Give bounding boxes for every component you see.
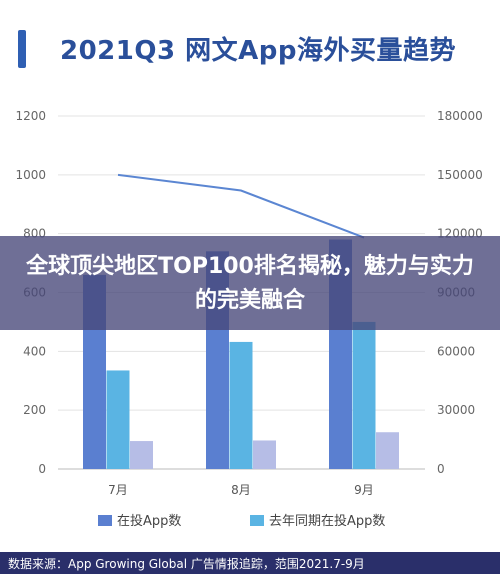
left-tick-label: 400 bbox=[23, 344, 46, 358]
x-tick-label: 9月 bbox=[354, 483, 374, 497]
overlay-text: 全球顶尖地区TOP100排名揭秘，魅力与实力的完美融合 bbox=[26, 254, 474, 313]
x-tick-label: 7月 bbox=[108, 483, 128, 497]
legend-label: 去年同期在投App数 bbox=[269, 513, 385, 529]
left-tick-label: 200 bbox=[23, 403, 46, 417]
source-footer: 数据来源：App Growing Global 广告情报追踪，范围2021.7-… bbox=[0, 552, 500, 574]
left-tick-label: 1200 bbox=[15, 109, 46, 123]
x-tick-label: 8月 bbox=[231, 483, 251, 497]
legend-swatch bbox=[250, 515, 264, 526]
bar bbox=[376, 432, 399, 469]
right-tick-label: 30000 bbox=[437, 403, 475, 417]
bar bbox=[253, 440, 276, 469]
chart-header: 2021Q3 网文App海外买量趋势 bbox=[0, 0, 500, 90]
bar bbox=[229, 341, 253, 469]
title-accent-bar bbox=[18, 30, 26, 68]
bar bbox=[106, 370, 130, 469]
right-tick-label: 150000 bbox=[437, 168, 483, 182]
right-tick-label: 180000 bbox=[437, 109, 483, 123]
line-series bbox=[117, 173, 365, 239]
left-tick-label: 1000 bbox=[15, 168, 46, 182]
legend-label: 在投App数 bbox=[117, 513, 181, 529]
left-tick-label: 0 bbox=[38, 462, 46, 476]
right-tick-label: 0 bbox=[437, 462, 445, 476]
source-text: 数据来源：App Growing Global 广告情报追踪，范围2021.7-… bbox=[8, 557, 365, 571]
bar bbox=[352, 321, 376, 469]
overlay-banner: 全球顶尖地区TOP100排名揭秘，魅力与实力的完美融合 bbox=[0, 236, 500, 330]
bar bbox=[130, 441, 153, 469]
legend-swatch bbox=[98, 515, 112, 526]
right-tick-label: 60000 bbox=[437, 344, 475, 358]
chart-title: 2021Q3 网文App海外买量趋势 bbox=[60, 36, 456, 66]
